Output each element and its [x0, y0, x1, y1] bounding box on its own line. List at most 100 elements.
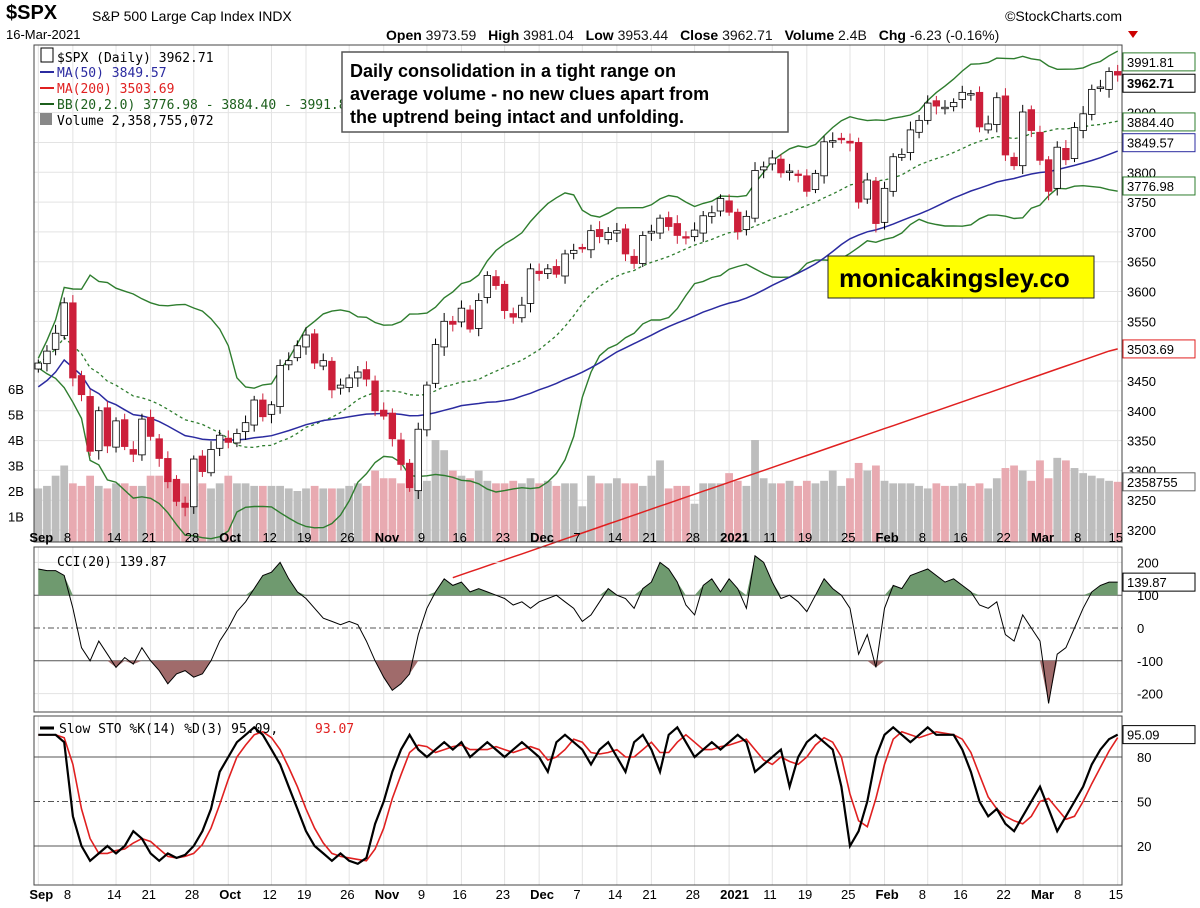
x-tick-label: 21 — [642, 887, 656, 902]
candle-body — [319, 360, 327, 367]
candle-body — [492, 276, 500, 286]
volume-bar — [362, 485, 371, 542]
volume-tick-label: 4B — [8, 433, 24, 448]
volume-bar — [388, 478, 397, 542]
price-tick-label: 3550 — [1127, 314, 1156, 329]
tag-ma200: 3503.69 — [1127, 342, 1174, 357]
x-tick-label: Nov — [375, 887, 400, 902]
candle-body — [310, 333, 319, 364]
candle-body — [639, 235, 647, 264]
x-tick-label: Dec — [530, 530, 554, 545]
x-tick-label: Sep — [29, 530, 53, 545]
volume-bar — [621, 483, 630, 542]
volume-bar — [1001, 468, 1010, 542]
volume-bar — [1087, 475, 1096, 542]
candle-body — [613, 230, 621, 234]
volume-bar — [967, 485, 975, 542]
candle-body — [552, 266, 561, 275]
x-tick-label: 26 — [340, 887, 354, 902]
volume-bar — [328, 488, 336, 542]
volume-bar — [172, 480, 181, 542]
volume-bar — [60, 465, 69, 542]
x-tick-label: 9 — [418, 530, 425, 545]
tag-volume-box — [1122, 472, 1196, 492]
x-tick-label: 23 — [496, 530, 510, 545]
candle-body — [544, 268, 552, 275]
stochastic-panel — [34, 725, 1122, 866]
candle-body — [915, 119, 923, 133]
candle-body — [621, 228, 630, 255]
security-name: S&P 500 Large Cap Index INDX — [92, 8, 292, 24]
candle-body — [872, 180, 880, 224]
candle-body — [345, 377, 353, 388]
volume-icon — [40, 113, 52, 125]
volume-bar — [43, 485, 51, 542]
volume-bar — [673, 485, 682, 542]
candle-body — [500, 283, 509, 311]
volume-bar — [1113, 481, 1122, 542]
candle-body — [630, 255, 638, 264]
chart-date: 16-Mar-2021 — [6, 27, 81, 42]
candle-body — [803, 175, 811, 192]
candle-body — [595, 229, 604, 238]
cci-positive-fill — [38, 555, 1118, 596]
candle-body — [725, 200, 733, 213]
open-value: 3973.59 — [425, 27, 477, 43]
candle-body — [388, 412, 397, 440]
price-tick-label: 3350 — [1127, 434, 1156, 449]
volume-bar — [492, 483, 500, 542]
candle-body — [1010, 156, 1018, 167]
x-tick-label: 21 — [142, 887, 156, 902]
volume-tick-label: 1B — [8, 510, 24, 525]
low-value: 3953.44 — [617, 27, 669, 43]
x-tick-label: 15 — [1109, 887, 1123, 902]
candle-body — [863, 179, 871, 200]
x-tick-label: 22 — [996, 530, 1010, 545]
candle-body — [1036, 131, 1044, 161]
volume-bar — [958, 483, 967, 542]
candle-body — [941, 106, 949, 110]
candle-body — [138, 418, 146, 456]
candle-body — [336, 384, 345, 389]
candle-body — [811, 173, 820, 190]
x-tick-label: 2021 — [720, 530, 749, 545]
brand-label[interactable]: ©StockCharts.com — [1005, 8, 1122, 24]
x-tick-label: 9 — [418, 887, 425, 902]
candle-body — [285, 360, 293, 366]
volume-bar — [682, 485, 690, 542]
volume-bars — [34, 440, 1122, 542]
x-tick-label: 28 — [185, 530, 199, 545]
x-tick-label: 23 — [496, 887, 510, 902]
candle-body — [664, 217, 673, 227]
tag-ma50-box — [1122, 133, 1196, 153]
legend-bb: BB(20,2.0) 3776.98 - 3884.40 - 3991.81 — [57, 98, 354, 113]
volume-bar — [112, 483, 120, 542]
candle-body — [250, 399, 258, 426]
candle-body — [561, 253, 569, 277]
candle-body — [103, 407, 112, 447]
close-value: 3962.71 — [722, 27, 773, 43]
sto-k-line — [38, 725, 1119, 866]
candle-body — [241, 422, 250, 433]
candle-body — [820, 141, 828, 177]
volume-bar — [1044, 478, 1053, 542]
volume-bar — [276, 485, 284, 542]
x-tick-label: 8 — [1074, 887, 1081, 902]
volume-tick-label: 6B — [8, 382, 24, 397]
x-tick-label: 21 — [642, 530, 656, 545]
volume-bar — [405, 478, 414, 542]
volume-bar — [1070, 468, 1079, 542]
volume-tick-label: 5B — [8, 408, 24, 423]
candle-body — [172, 478, 181, 502]
candle-body — [60, 302, 68, 337]
ma200-line — [452, 348, 1118, 579]
candle-body — [837, 137, 846, 141]
candle-body — [518, 304, 526, 319]
candle-body — [889, 156, 897, 192]
candle-body — [1062, 147, 1070, 161]
volume-bar — [949, 485, 958, 542]
volume-bar — [250, 485, 259, 542]
x-tick-label: 14 — [107, 887, 121, 902]
volume-bar — [742, 485, 751, 542]
volume-bar — [785, 480, 794, 542]
